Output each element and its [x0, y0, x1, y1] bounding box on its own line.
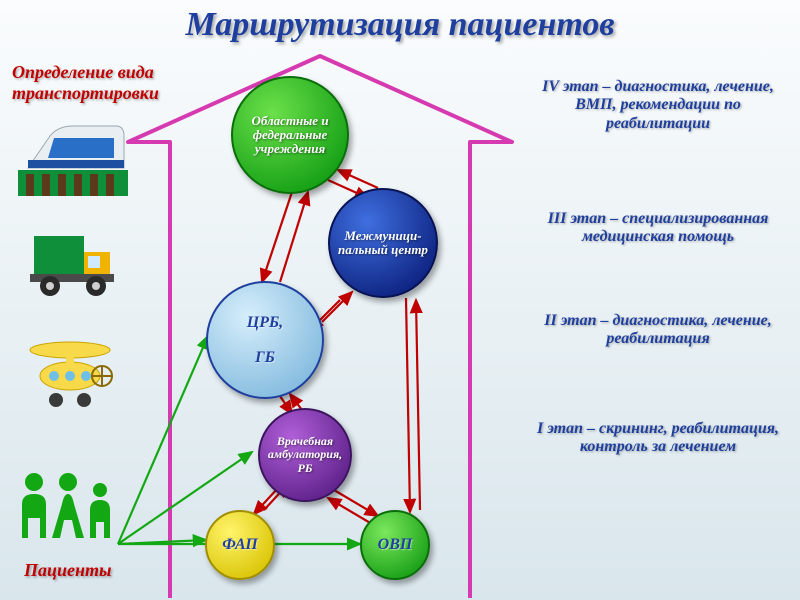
- truck-icon: [28, 218, 118, 308]
- stage-text-2: II этап – диагностика, лечение, реабилит…: [528, 312, 788, 349]
- flow-arrow-1: [280, 192, 308, 282]
- node-crb-label: ЦРБ, ГБ: [247, 314, 283, 367]
- flow-arrow-10: [334, 490, 378, 516]
- flow-arrow-11: [328, 498, 372, 524]
- node-fap: ФАП: [205, 510, 275, 580]
- node-inter: Межмуници- пальный центр: [328, 188, 438, 298]
- node-federal-label: Областные и федеральные учреждения: [239, 114, 341, 157]
- stage-text-3: III этап – специализированная медицинска…: [528, 210, 788, 247]
- patient-arrow-0: [118, 336, 208, 544]
- page-title: Маршрутизация пациентов: [0, 6, 800, 44]
- flow-arrow-13: [416, 300, 420, 510]
- node-federal: Областные и федеральные учреждения: [231, 76, 349, 194]
- node-ovp-label: ОВП: [378, 536, 413, 554]
- node-crb: ЦРБ, ГБ: [206, 281, 324, 399]
- flow-arrow-12: [406, 298, 410, 512]
- transport-subtitle-l2: транспортировки: [12, 83, 159, 103]
- train-icon: [18, 118, 128, 198]
- patient-arrow-2: [118, 540, 206, 544]
- transport-subtitle: Определение видатранспортировки: [12, 62, 159, 104]
- node-fap-label: ФАП: [222, 536, 258, 554]
- node-ambul-label: Врачебная амбулатория, РБ: [266, 435, 344, 475]
- plane-icon: [20, 328, 120, 428]
- flow-arrow-8: [254, 488, 278, 514]
- patients-label: Пациенты: [24, 560, 112, 581]
- stage-text-1: I этап – скрининг, реабилитация, контрол…: [528, 420, 788, 457]
- flow-arrow-3: [338, 170, 378, 188]
- node-ambul: Врачебная амбулатория, РБ: [258, 408, 352, 502]
- transport-subtitle-l1: Определение вида: [12, 62, 154, 82]
- node-ovp: ОВП: [360, 510, 430, 580]
- flow-arrow-4: [322, 292, 352, 322]
- flow-arrow-0: [262, 192, 292, 282]
- stage-text-4: IV этап – диагностика, лечение, ВМП, рек…: [528, 78, 788, 133]
- people-icon: [18, 470, 118, 540]
- node-inter-label: Межмуници- пальный центр: [338, 229, 428, 258]
